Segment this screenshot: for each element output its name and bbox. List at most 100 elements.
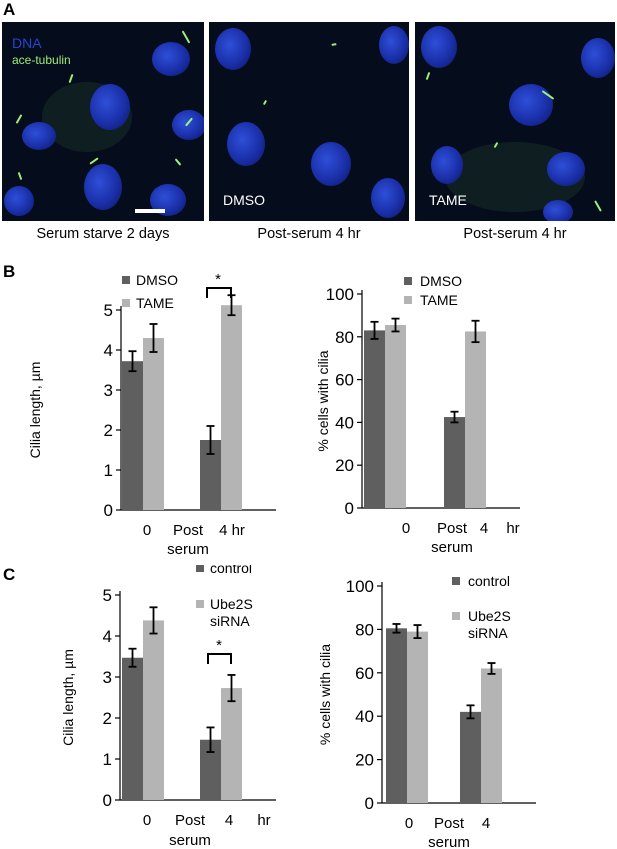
x-tick-label: serum bbox=[167, 541, 209, 558]
legend-swatch bbox=[122, 299, 130, 307]
x-tick-label: 4 bbox=[480, 520, 488, 537]
legend-swatch bbox=[404, 277, 412, 285]
y-tick-label: 60 bbox=[335, 371, 354, 390]
legend-label: TAME bbox=[136, 295, 174, 311]
legend-label: control bbox=[468, 573, 510, 589]
y-tick-label: 80 bbox=[355, 620, 374, 639]
y-tick-label: 100 bbox=[346, 577, 374, 596]
legend-swatch bbox=[452, 612, 460, 620]
bar-series1 bbox=[122, 361, 143, 510]
micrograph-serum-starve: DNA ace-tubulin bbox=[2, 22, 204, 221]
micrograph-caption-2: Post-serum 4 hr bbox=[257, 226, 361, 242]
y-tick-label: 20 bbox=[335, 456, 354, 475]
significance-star: * bbox=[215, 271, 221, 288]
legend-swatch bbox=[196, 600, 204, 608]
x-tick-label: 0 bbox=[143, 522, 151, 539]
x-tick-label: 0 bbox=[402, 520, 410, 537]
x-tick-label: Post bbox=[437, 520, 468, 537]
y-tick-label: 80 bbox=[335, 328, 354, 347]
bar-series1 bbox=[364, 330, 385, 508]
x-tick-label: serum bbox=[431, 539, 473, 556]
y-tick-label: 2 bbox=[104, 421, 113, 440]
bar-series2 bbox=[221, 688, 242, 800]
panel-letter-a: A bbox=[3, 0, 16, 19]
x-tick-label: 4 bbox=[482, 815, 490, 832]
y-axis-label: Cilia length, µm bbox=[27, 362, 43, 459]
x-tick-label: hr bbox=[506, 520, 519, 537]
significance-bracket bbox=[206, 287, 232, 298]
legend-label: control bbox=[210, 565, 252, 576]
y-tick-label: 100 bbox=[326, 285, 354, 304]
y-tick-label: 5 bbox=[103, 586, 112, 605]
x-tick-label: 0 bbox=[405, 815, 413, 832]
panel-letter-b: B bbox=[3, 262, 16, 281]
legend-ace-tubulin: ace-tubulin bbox=[12, 53, 71, 67]
y-axis-label: % cells with cilia bbox=[317, 644, 333, 745]
x-tick-label: Post bbox=[173, 522, 204, 539]
micrograph-tame: TAME bbox=[415, 22, 615, 221]
scale-bar bbox=[135, 209, 165, 213]
y-axis-label: Cilia length, µm bbox=[60, 649, 76, 746]
bar-series2 bbox=[143, 338, 164, 510]
legend-label: DMSO bbox=[136, 272, 178, 288]
significance-bracket bbox=[207, 653, 232, 664]
legend-label: Ube2S siRNA bbox=[210, 596, 253, 629]
y-tick-label: 3 bbox=[103, 668, 112, 687]
chart-b-cilia-length: 0 1 2 3 4 5 Cilia length, µm DMSO TAME 0 Post 4 hr s… bbox=[27, 271, 276, 558]
x-tick-label: serum bbox=[169, 832, 211, 849]
y-tick-label: 4 bbox=[103, 627, 112, 646]
bar-series2 bbox=[143, 620, 164, 800]
y-tick-label: 60 bbox=[355, 664, 374, 683]
y-tick-label: 1 bbox=[104, 461, 113, 480]
legend-swatch bbox=[122, 276, 130, 284]
bar-series1 bbox=[386, 628, 407, 803]
y-tick-label: 4 bbox=[104, 341, 113, 360]
micrograph-caption-3: Post-serum 4 hr bbox=[463, 226, 567, 242]
micrograph-dmso: DMSO bbox=[209, 22, 409, 221]
x-tick-label: 4 bbox=[225, 812, 233, 829]
x-tick-label: 4 hr bbox=[219, 522, 245, 539]
micrograph-label-dmso: DMSO bbox=[223, 192, 265, 208]
legend-label: TAME bbox=[420, 292, 458, 308]
bar-series2 bbox=[221, 305, 242, 510]
chart-c-cilia-length: 0 1 2 3 4 5 Cilia length, µm control Ube2S siRNA 0… bbox=[60, 565, 276, 849]
legend-label: Ube2S siRNA bbox=[468, 608, 511, 641]
y-tick-label: 0 bbox=[345, 499, 354, 518]
legend-swatch bbox=[404, 296, 412, 304]
y-tick-label: 0 bbox=[104, 501, 113, 520]
y-axis-label: % cells with cilia bbox=[315, 350, 331, 451]
y-tick-label: 2 bbox=[103, 709, 112, 728]
legend-swatch bbox=[452, 577, 460, 585]
y-tick-label: 5 bbox=[104, 301, 113, 320]
legend-swatch bbox=[196, 565, 204, 572]
y-tick-label: 1 bbox=[103, 750, 112, 769]
bar-series1 bbox=[200, 739, 221, 800]
bar-series1 bbox=[200, 440, 221, 510]
x-tick-label: hr bbox=[257, 812, 270, 829]
bar-series2 bbox=[465, 331, 486, 508]
legend-label: DMSO bbox=[420, 273, 462, 289]
bar-series2 bbox=[481, 668, 502, 803]
bar-series2 bbox=[385, 325, 406, 508]
x-tick-label: serum bbox=[428, 834, 470, 849]
y-tick-label: 20 bbox=[355, 751, 374, 770]
micrograph-label-tame: TAME bbox=[429, 192, 467, 208]
bar-series1 bbox=[444, 417, 465, 508]
significance-star: * bbox=[216, 637, 222, 654]
chart-b-percent-ciliated: 0 20 40 60 80 100 % cells with cilia DMSO TAME 0 P… bbox=[315, 273, 520, 556]
micrograph-caption-1: Serum starve 2 days bbox=[36, 226, 170, 242]
legend-dna: DNA bbox=[12, 35, 42, 51]
bar-series2 bbox=[407, 631, 428, 803]
x-tick-label: Post bbox=[434, 815, 465, 832]
y-tick-label: 0 bbox=[365, 794, 374, 813]
y-tick-label: 40 bbox=[335, 413, 354, 432]
bar-series1 bbox=[460, 711, 481, 803]
x-tick-label: 0 bbox=[143, 812, 151, 829]
y-tick-label: 40 bbox=[355, 707, 374, 726]
panel-letter-c: C bbox=[3, 565, 16, 584]
y-tick-label: 0 bbox=[103, 791, 112, 810]
x-tick-label: Post bbox=[175, 812, 206, 829]
y-tick-label: 3 bbox=[104, 381, 113, 400]
bar-series1 bbox=[122, 657, 143, 800]
